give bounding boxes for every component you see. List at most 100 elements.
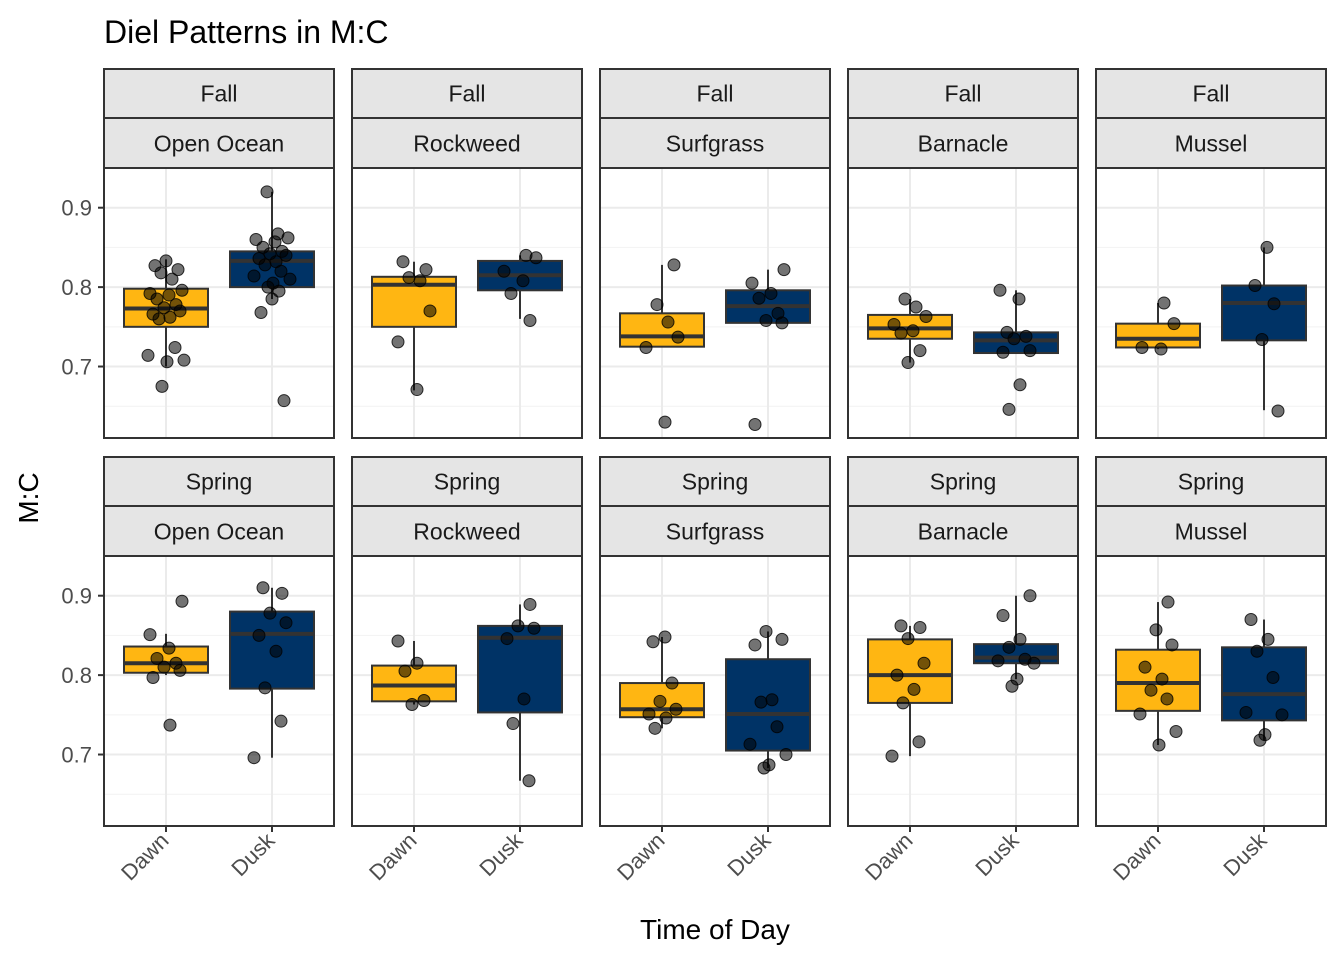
facet-panel: Spring Open Ocean: [103, 456, 335, 827]
y-tick-label: 0.8: [61, 275, 92, 300]
data-point: [402, 271, 416, 285]
data-point: [263, 606, 277, 620]
y-tick-label: 0.9: [61, 196, 92, 221]
facet-panel: Spring Surfgrass: [599, 456, 831, 827]
strip-season-box: [599, 68, 831, 119]
strip-habitat-label: Mussel: [1175, 131, 1248, 157]
strip-season-box: [103, 456, 335, 507]
y-tick-label: 0.7: [61, 355, 92, 380]
facet-panel: Fall Surfgrass: [599, 68, 831, 439]
strip-habitat-label: Surfgrass: [666, 131, 764, 157]
data-point: [506, 717, 520, 731]
x-tick-label: Dawn: [612, 828, 669, 885]
data-point: [1144, 683, 1158, 697]
strip-season-box: [599, 456, 831, 507]
data-point: [171, 263, 185, 277]
data-point: [423, 304, 437, 318]
strip-season-box: [847, 68, 1079, 119]
facet-panel: Spring Mussel: [1095, 456, 1327, 827]
data-point: [522, 774, 536, 788]
data-point: [1160, 692, 1174, 706]
data-point: [258, 681, 272, 695]
panel-border: [351, 555, 583, 827]
data-point: [996, 609, 1010, 623]
data-point: [516, 274, 530, 288]
strip-habitat-box: [1095, 117, 1327, 169]
data-point: [650, 298, 664, 312]
data-point: [1255, 333, 1269, 347]
data-point: [661, 315, 675, 329]
data-point: [913, 620, 927, 634]
data-point: [527, 621, 541, 635]
data-point: [745, 276, 759, 290]
data-point: [173, 304, 187, 318]
chart-title: Diel Patterns in M:C: [104, 14, 389, 50]
data-point: [1149, 623, 1163, 637]
data-point: [759, 313, 773, 327]
x-tick-label: Dawn: [116, 828, 173, 885]
data-point: [1239, 705, 1253, 719]
data-point: [1152, 738, 1166, 752]
data-point: [1002, 640, 1016, 654]
data-point: [917, 656, 931, 670]
box-dawn: [619, 312, 705, 348]
x-tick-label: Dusk: [226, 827, 280, 881]
facet-panel: Fall Mussel: [1095, 68, 1327, 439]
data-point: [247, 269, 261, 283]
panel-border: [847, 555, 1079, 827]
data-point: [1157, 296, 1171, 310]
data-point: [765, 693, 779, 707]
data-point: [913, 344, 927, 358]
data-point: [152, 312, 166, 326]
data-point: [279, 616, 293, 630]
data-point: [1253, 733, 1267, 747]
data-point: [665, 676, 679, 690]
data-point: [175, 283, 189, 297]
strip-habitat-label: Surfgrass: [666, 519, 764, 545]
box-dusk: [1221, 646, 1307, 722]
data-point: [907, 682, 921, 696]
strip-habitat-box: [103, 505, 335, 557]
data-point: [517, 692, 531, 706]
data-point: [1007, 332, 1021, 346]
x-tick-label: Dusk: [970, 827, 1024, 881]
strip-season-box: [1095, 68, 1327, 119]
data-point: [764, 286, 778, 300]
data-point: [1002, 402, 1016, 416]
data-point: [1027, 656, 1041, 670]
data-point: [155, 379, 169, 393]
data-point: [523, 597, 537, 611]
data-point: [906, 324, 920, 338]
strip-season-label: Spring: [434, 469, 500, 495]
data-point: [779, 748, 793, 762]
data-point: [413, 274, 427, 288]
data-point: [391, 634, 405, 648]
data-point: [642, 707, 656, 721]
box-dusk: [1221, 284, 1307, 342]
strip-habitat-box: [351, 117, 583, 169]
data-point: [146, 671, 160, 684]
data-point: [648, 721, 662, 735]
data-point: [646, 635, 660, 649]
data-point: [258, 258, 272, 272]
strip-habitat-label: Open Ocean: [154, 519, 284, 545]
strip-season-label: Spring: [186, 469, 252, 495]
strip-season-box: [351, 456, 583, 507]
data-point: [1023, 589, 1037, 603]
data-point: [901, 632, 915, 646]
panel-border: [599, 167, 831, 439]
data-point: [991, 654, 1005, 668]
x-tick-label: Dusk: [474, 827, 528, 881]
strip-season-label: Fall: [696, 81, 733, 107]
data-point: [269, 644, 283, 658]
data-point: [912, 735, 926, 749]
data-point: [1023, 344, 1037, 358]
strip-habitat-box: [103, 117, 335, 169]
data-point: [671, 330, 685, 344]
strip-habitat-label: Barnacle: [918, 131, 1009, 157]
strip-season-label: Spring: [930, 469, 996, 495]
data-point: [177, 353, 191, 367]
data-point: [500, 632, 514, 646]
